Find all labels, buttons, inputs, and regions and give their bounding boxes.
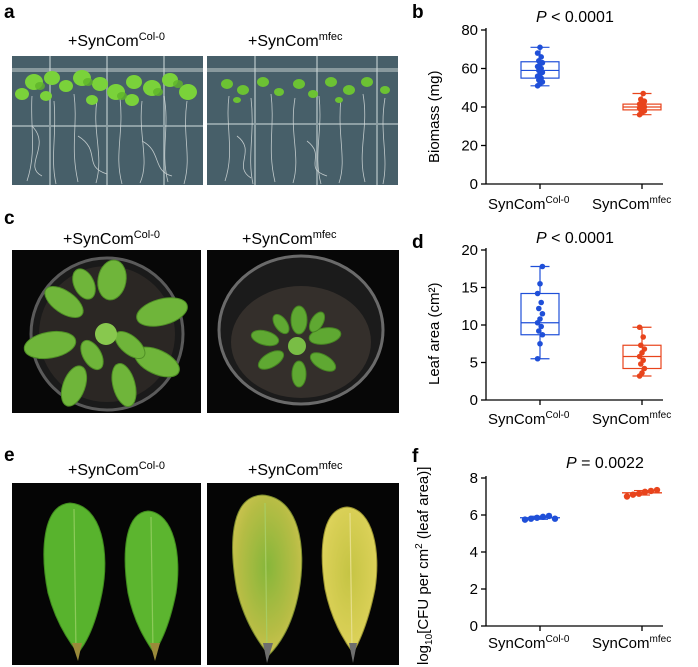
y-axis-label-d: Leaf area (cm²): [426, 282, 443, 385]
data-point: [640, 357, 646, 364]
panel-label-f: f: [412, 446, 419, 467]
data-point: [638, 96, 644, 103]
cfu-scatter-plot: 0 2 4 6 8: [470, 470, 663, 635]
condition-label-c-left: +SynComCol-0: [63, 229, 160, 248]
x-category-label-d-mfec: SynCommfec: [592, 410, 672, 428]
x-category-label-b-col0: SynComCol-0: [488, 195, 570, 213]
p-value-f: P = 0.0022: [566, 455, 644, 472]
y-tick-label: 2: [470, 581, 478, 598]
condition-label-e-right: +SynCommfec: [248, 460, 343, 479]
condition-label-a-left: +SynComCol-0: [68, 31, 165, 50]
data-point: [534, 290, 541, 297]
data-point: [639, 370, 645, 376]
data-point: [629, 491, 637, 498]
x-category-label-f-col0: SynComCol-0: [488, 634, 570, 652]
p-value-d: P < 0.0001: [536, 230, 614, 247]
x-category-label-b-mfec: SynCommfec: [592, 195, 672, 213]
data-point: [537, 280, 543, 287]
data-point: [623, 493, 631, 500]
y-tick-label: 5: [470, 355, 478, 372]
y-tick-label: 4: [470, 544, 478, 561]
data-point: [537, 340, 543, 347]
data-point: [539, 310, 546, 317]
leaf-photo-col0: [12, 483, 201, 665]
data-point: [538, 323, 544, 330]
data-point: [635, 490, 643, 497]
data-point: [527, 515, 535, 522]
seedling-plate-photo-mfec: [207, 56, 398, 185]
rosette-photo-mfec: [207, 250, 399, 413]
data-point: [534, 50, 541, 56]
y-tick-label: 20: [461, 242, 478, 259]
panel-label-e: e: [4, 445, 15, 466]
y-tick-label: 80: [461, 22, 478, 39]
panel-label-c: c: [4, 208, 15, 229]
condition-label-c-right: +SynCommfec: [242, 229, 337, 248]
leaf-photo-mfec: [207, 483, 399, 665]
leaf-area-box-plot: 0 5 10 15 20: [461, 242, 663, 409]
panel-label-b: b: [412, 2, 424, 23]
data-point: [533, 514, 541, 521]
data-point: [538, 299, 544, 306]
seedling-plate-photo-col0: [12, 56, 203, 185]
condition-label-e-left: +SynComCol-0: [68, 460, 165, 479]
y-tick-label: 6: [470, 507, 478, 524]
panel-label-a: a: [4, 2, 15, 23]
data-point: [539, 263, 546, 270]
data-point: [641, 346, 648, 352]
data-point: [640, 90, 646, 97]
condition-label-a-right: +SynCommfec: [248, 31, 343, 50]
p-value-b: P < 0.0001: [536, 9, 614, 26]
data-point: [534, 355, 541, 362]
biomass-box-plot: 0 20 40 60 80: [461, 22, 663, 193]
data-point: [636, 324, 643, 331]
x-category-label-d-col0: SynComCol-0: [488, 410, 570, 428]
y-tick-label: 20: [461, 138, 478, 155]
data-point: [536, 328, 542, 334]
y-tick-label: 10: [461, 317, 478, 334]
data-point: [647, 487, 655, 495]
y-tick-label: 0: [470, 176, 478, 193]
data-point: [551, 515, 559, 522]
data-point: [641, 365, 648, 372]
y-tick-label: 40: [461, 99, 478, 116]
y-tick-label: 0: [470, 392, 478, 409]
x-category-label-f-mfec: SynCommfec: [592, 634, 672, 652]
y-axis-label-b: Biomass (mg): [426, 70, 443, 163]
data-point: [539, 513, 547, 521]
data-point: [638, 342, 644, 349]
y-tick-label: 8: [470, 470, 478, 487]
y-tick-label: 60: [461, 61, 478, 78]
data-point: [536, 305, 542, 312]
y-tick-label: 15: [461, 280, 478, 297]
y-tick-label: 0: [470, 618, 478, 635]
data-point: [521, 516, 529, 523]
data-point: [537, 316, 543, 322]
data-point: [545, 512, 553, 520]
data-point: [653, 486, 661, 494]
rosette-photo-col0: [12, 250, 201, 413]
data-point: [537, 44, 543, 51]
data-point: [641, 488, 649, 496]
data-point: [539, 331, 546, 338]
y-axis-label-f: log10[CFU per cm2 (leaf area)]: [414, 466, 435, 665]
data-point: [538, 54, 544, 60]
data-point: [640, 334, 646, 340]
panel-label-d: d: [412, 232, 424, 253]
